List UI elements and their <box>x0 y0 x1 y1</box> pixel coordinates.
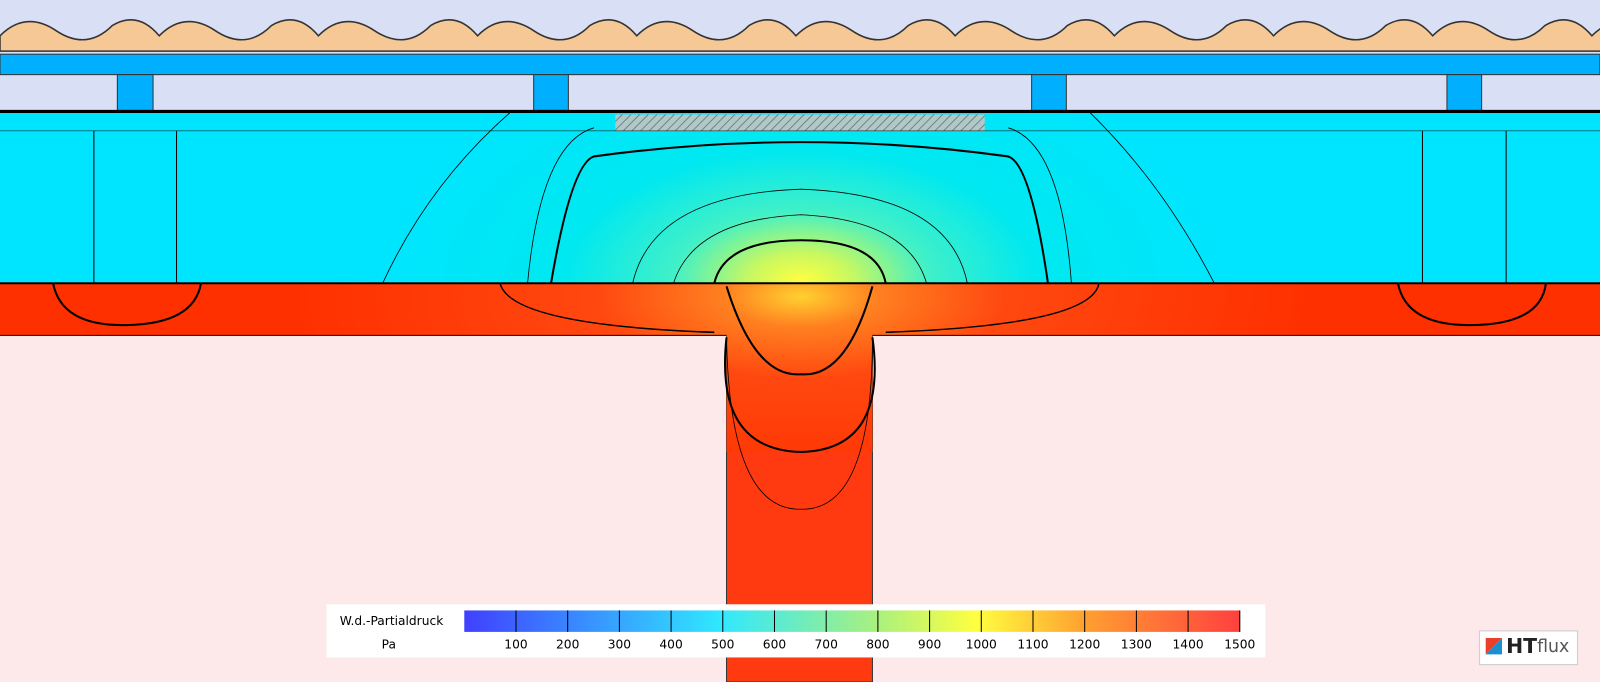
legend-title: W.d.-Partialdruck <box>340 614 444 628</box>
colorbar-tick-label: 200 <box>556 638 579 652</box>
colorbar-tick-label: 1500 <box>1224 638 1255 652</box>
logo-icon <box>1485 638 1503 655</box>
colorbar-tick-label: 800 <box>866 638 889 652</box>
colorbar-tick-label: 700 <box>815 638 838 652</box>
colorbar-tick-label: 500 <box>711 638 734 652</box>
colorbar-tick-label: 1100 <box>1017 638 1048 652</box>
roof-tiles <box>0 19 1600 52</box>
colorbar-tick-label: 100 <box>504 638 527 652</box>
colorbar-tick-label: 300 <box>608 638 631 652</box>
colorbar-tick-label: 1000 <box>966 638 997 652</box>
insulation <box>0 112 1600 284</box>
logo-text: HTflux <box>1506 634 1569 658</box>
colorbar-tick-label: 1300 <box>1121 638 1152 652</box>
colorbar-tick-label: 1200 <box>1069 638 1100 652</box>
batten <box>0 53 1600 76</box>
logo-light: flux <box>1537 637 1569 657</box>
counter-battens <box>116 74 1483 111</box>
colorbar-tick-label: 600 <box>763 638 786 652</box>
legend-unit: Pa <box>382 638 396 652</box>
colorbar-tick-label: 900 <box>918 638 941 652</box>
contours <box>0 112 1600 510</box>
wall-top <box>726 329 873 452</box>
colorbar-tick-label: 1400 <box>1173 638 1204 652</box>
colorbar-tick-label: 400 <box>659 638 682 652</box>
membrane <box>615 114 985 131</box>
slab <box>0 283 1600 336</box>
colorbar <box>464 610 1240 632</box>
logo-bold: HT <box>1506 634 1537 658</box>
